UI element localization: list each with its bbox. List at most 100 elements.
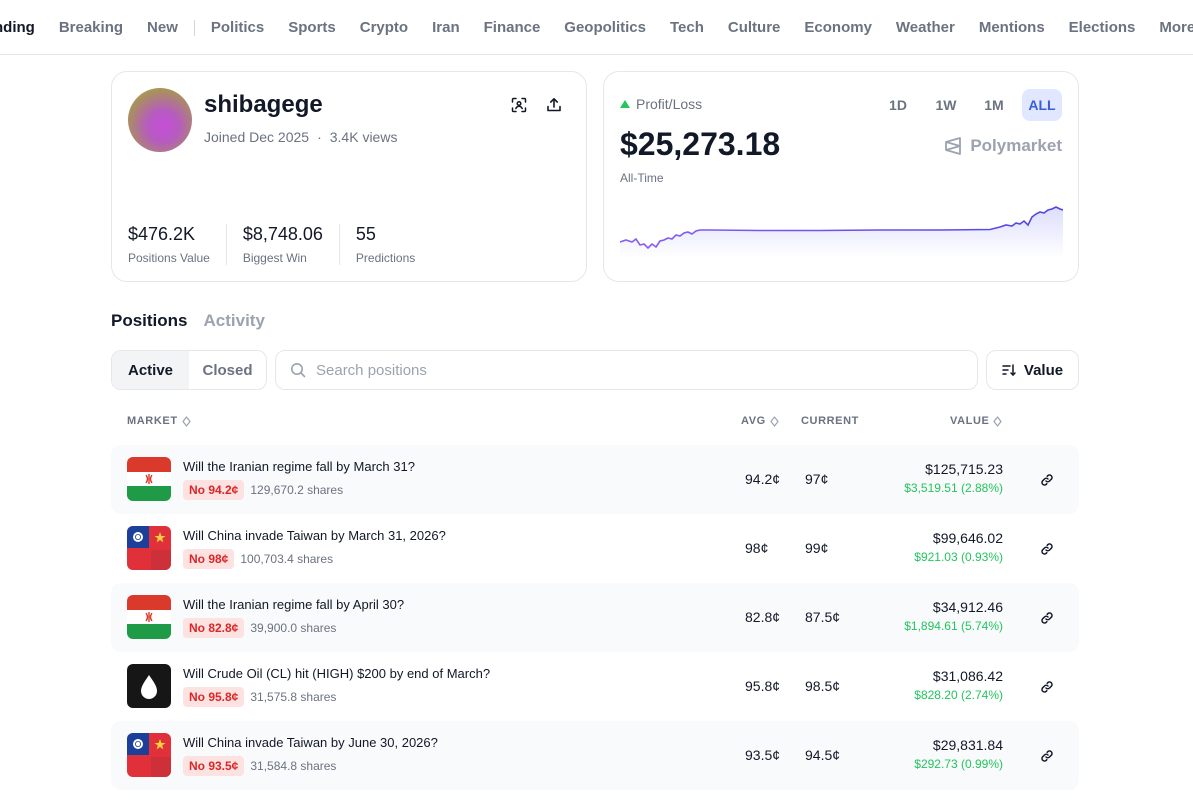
market-link-button[interactable] [1037, 677, 1057, 697]
iran-flag-icon [127, 457, 171, 501]
table-row[interactable]: Will China invade Taiwan by March 31, 20… [111, 514, 1079, 583]
header-market-label: MARKET [127, 415, 178, 427]
share-count: 39,900.0 shares [250, 621, 337, 635]
pnl-label: Profit/Loss [636, 96, 703, 112]
profile-card: shibagege Joined Dec 2025 · 3.4K views $… [111, 71, 587, 282]
current-price: 94.5¢ [805, 747, 841, 763]
avg-price: 94.2¢ [745, 471, 781, 487]
search-input[interactable] [316, 361, 916, 379]
nav-item-weather[interactable]: Weather [895, 19, 955, 36]
nav-item-breaking[interactable]: Breaking [58, 19, 124, 36]
stat-label: Positions Value [128, 251, 210, 265]
nav-item-new[interactable]: New [147, 19, 178, 36]
outcome-badge: No 95.8¢ [183, 687, 245, 707]
table-header: MARKET AVG CURRENT VALUE [111, 412, 1079, 432]
avg-price: 82.8¢ [745, 609, 781, 625]
table-row[interactable]: Will China invade Taiwan by June 30, 202… [111, 721, 1079, 790]
tab-activity[interactable]: Activity [203, 311, 265, 330]
nav-more-label: More [1159, 19, 1193, 36]
market-link-button[interactable] [1037, 470, 1057, 490]
market-link-button[interactable] [1037, 539, 1057, 559]
current-price: 97¢ [805, 471, 829, 487]
outcome-badge: No 82.8¢ [183, 618, 245, 638]
pnl-card: Profit/Loss 1D 1W 1M ALL $25,273.18 Poly… [603, 71, 1079, 282]
nav-item-trending[interactable]: nding [0, 19, 35, 36]
nav-item-iran[interactable]: Iran [432, 19, 460, 36]
filter-active[interactable]: Active [112, 351, 189, 389]
triangle-up-icon [620, 100, 630, 108]
value-gain: $921.03 (0.93%) [914, 550, 1003, 564]
taiwan-china-flag-icon [127, 733, 171, 777]
market-title[interactable]: Will China invade Taiwan by June 30, 202… [183, 735, 438, 750]
value-amount: $34,912.46 [932, 599, 1003, 615]
nav-more-button[interactable]: More [1147, 19, 1193, 36]
nav-item-tech[interactable]: Tech [669, 19, 704, 36]
range-1d[interactable]: 1D [889, 97, 907, 113]
sort-button[interactable]: Value [986, 350, 1079, 390]
outcome-badge: No 94.2¢ [183, 480, 245, 500]
current-price: 99¢ [805, 540, 829, 556]
share-button[interactable] [543, 94, 565, 116]
username: shibagege [204, 91, 323, 118]
table-row[interactable]: Will the Iranian regime fall by April 30… [111, 583, 1079, 652]
nav-item-crypto[interactable]: Crypto [359, 19, 409, 36]
link-icon [1041, 750, 1053, 762]
current-price: 98.5¢ [805, 678, 841, 694]
header-avg[interactable]: AVG [741, 415, 779, 427]
header-value-label: VALUE [950, 415, 990, 427]
nav-item-politics[interactable]: Politics [210, 19, 265, 36]
link-icon [1041, 612, 1053, 624]
nav-item-geopolitics[interactable]: Geopolitics [564, 19, 646, 36]
market-link-button[interactable] [1037, 608, 1057, 628]
nav-item-mentions[interactable]: Mentions [978, 19, 1045, 36]
pnl-header: Profit/Loss [620, 96, 702, 112]
profile-tabs: Positions Activity [111, 311, 265, 331]
pnl-chart-area [620, 207, 1063, 258]
header-value[interactable]: VALUE [950, 415, 1003, 427]
tab-positions[interactable]: Positions [111, 311, 188, 330]
sort-toggle-icon [770, 415, 779, 427]
outcome-badge: No 93.5¢ [183, 756, 245, 776]
header-avg-label: AVG [741, 415, 766, 427]
avatar [128, 88, 192, 152]
brand-name: Polymarket [970, 136, 1062, 155]
view-count: 3.4K views [329, 129, 398, 145]
position-value: $34,912.46 $1,894.61 (5.74%) [904, 599, 1003, 633]
nav-divider [193, 19, 195, 36]
share-count: 31,584.8 shares [250, 759, 337, 773]
value-amount: $31,086.42 [932, 668, 1003, 684]
market-title[interactable]: Will China invade Taiwan by March 31, 20… [183, 528, 446, 543]
nav-item-sports[interactable]: Sports [288, 19, 336, 36]
link-icon [1041, 474, 1053, 486]
range-1m[interactable]: 1M [984, 97, 1004, 113]
search-icon [291, 363, 306, 378]
pnl-value: $25,273.18 [620, 126, 781, 162]
stat-label: Biggest Win [242, 251, 307, 265]
nav-item-finance[interactable]: Finance [483, 19, 541, 36]
range-all[interactable]: ALL [1022, 89, 1062, 121]
current-price: 87.5¢ [805, 609, 841, 625]
nav-item-culture[interactable]: Culture [727, 19, 781, 36]
range-1w[interactable]: 1W [935, 97, 957, 113]
market-title[interactable]: Will the Iranian regime fall by March 31… [183, 459, 415, 474]
market-title[interactable]: Will Crude Oil (CL) hit (HIGH) $200 by e… [183, 666, 491, 681]
outcome-badge: No 98¢ [183, 549, 235, 569]
link-icon [1041, 543, 1053, 555]
scan-button[interactable] [508, 94, 530, 116]
header-market[interactable]: MARKET [127, 415, 191, 427]
avg-price: 95.8¢ [745, 678, 781, 694]
oil-drop-icon [127, 664, 171, 708]
table-row[interactable]: Will the Iranian regime fall by March 31… [111, 445, 1079, 514]
nav-item-elections[interactable]: Elections [1068, 19, 1136, 36]
table-row[interactable]: Will Crude Oil (CL) hit (HIGH) $200 by e… [111, 652, 1079, 721]
pnl-chart [620, 206, 1063, 258]
sort-toggle-icon [182, 415, 191, 427]
nav-item-economy[interactable]: Economy [804, 19, 872, 36]
market-meta: No 93.5¢ 31,584.8 shares [183, 756, 336, 776]
iran-flag-icon [127, 595, 171, 639]
market-link-button[interactable] [1037, 746, 1057, 766]
profile-stats: $476.2K Positions Value $8,748.06 Bigges… [128, 224, 447, 265]
filter-closed[interactable]: Closed [202, 361, 253, 379]
market-title[interactable]: Will the Iranian regime fall by April 30… [183, 597, 405, 612]
joined-date: Joined Dec 2025 [204, 129, 310, 145]
